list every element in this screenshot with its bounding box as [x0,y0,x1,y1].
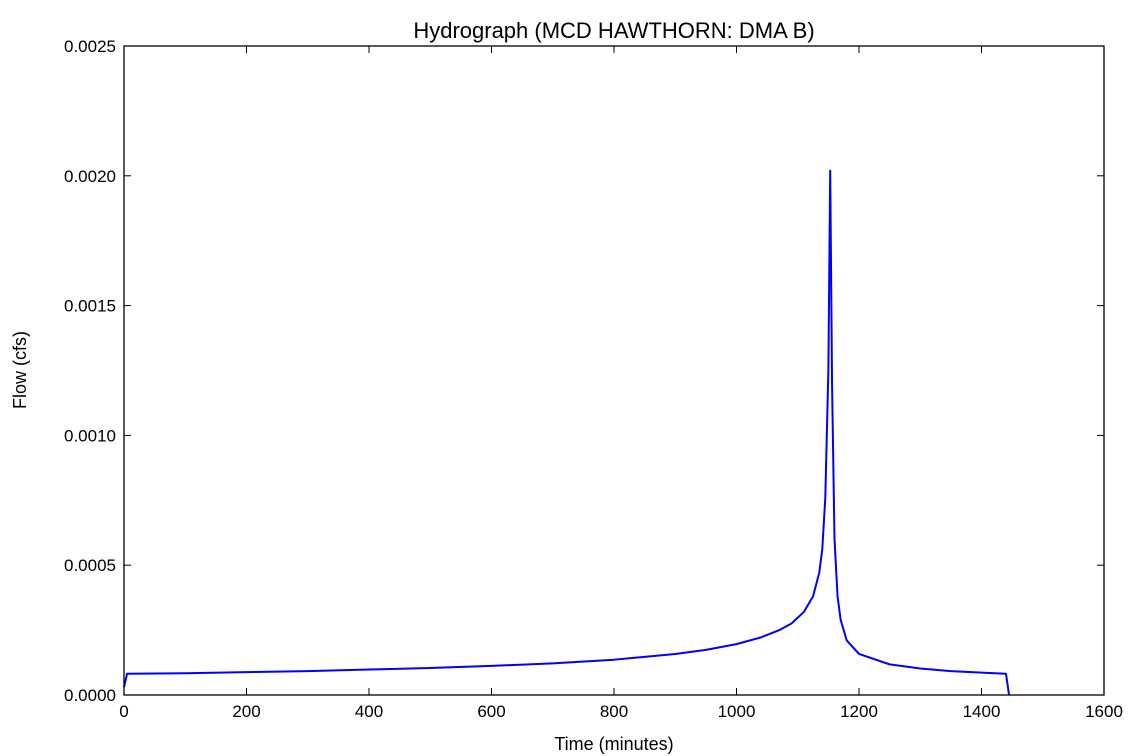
chart-title: Hydrograph (MCD HAWTHORN: DMA B) [413,18,814,43]
x-tick-label-0: 0 [119,702,128,721]
x-tick-label-3: 600 [477,702,505,721]
x-tick-label-7: 1400 [963,702,1001,721]
x-tick-label-1: 200 [232,702,260,721]
y-tick-label-2: 0.0010 [64,426,116,445]
x-tick-label-8: 1600 [1085,702,1123,721]
x-tick-label-6: 1200 [840,702,878,721]
y-tick-label-3: 0.0015 [64,297,116,316]
y-tick-label-0: 0.0000 [64,686,116,705]
y-tick-label-1: 0.0005 [64,556,116,575]
series-line-0 [123,169,1011,696]
x-tick-label-2: 400 [355,702,383,721]
x-tick-label-4: 800 [600,702,628,721]
y-tick-label-4: 0.0020 [64,167,116,186]
plot-frame [123,45,1105,696]
y-tick-label-5: 0.0025 [64,37,116,56]
x-tick-label-5: 1000 [718,702,756,721]
x-axis-label: Time (minutes) [554,734,673,754]
y-axis-label: Flow (cfs) [10,331,30,409]
